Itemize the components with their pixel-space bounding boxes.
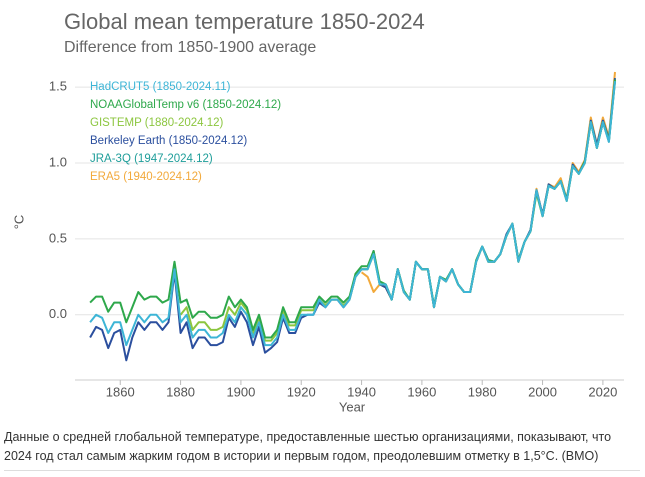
x-tick-label: 1960 <box>407 384 436 399</box>
series-line <box>361 71 616 309</box>
y-axis-label: °C <box>11 215 26 230</box>
legend-entry: ERA5 (1940-2024.12) <box>90 171 202 183</box>
x-tick-label: 1980 <box>468 384 497 399</box>
y-tick-label: 0.0 <box>49 306 67 321</box>
x-tick-label: 1940 <box>347 384 376 399</box>
legend-entry: Berkeley Earth (1850-2024.12) <box>90 135 247 147</box>
y-tick-label: 1.0 <box>49 154 67 169</box>
x-tick-label: 2000 <box>528 384 557 399</box>
series-line <box>179 79 616 342</box>
chart-subtitle: Difference from 1850-1900 average <box>64 39 316 56</box>
series-line <box>89 81 616 347</box>
chart-title: Global mean temperature 1850-2024 <box>64 9 425 34</box>
y-tick-label: 0.5 <box>49 230 67 245</box>
legend-entry: HadCRUT5 (1850-2024.11) <box>90 81 231 93</box>
x-tick-label: 1880 <box>166 384 195 399</box>
series-line <box>384 81 616 309</box>
legend-entry: JRA-3Q (1947-2024.12) <box>90 153 213 165</box>
caption: Данные о средней глобальной температуре,… <box>4 428 640 471</box>
x-tick-label: 1920 <box>287 384 316 399</box>
x-tick-label: 1900 <box>226 384 255 399</box>
x-tick-label: 1860 <box>106 384 135 399</box>
y-tick-label: 1.5 <box>49 79 67 94</box>
x-axis-label: Year <box>339 399 366 414</box>
chart: Global mean temperature 1850-2024 Differ… <box>11 9 624 414</box>
x-tick-label: 2020 <box>588 384 617 399</box>
legend-entry: NOAAGlobalTemp v6 (1850-2024.12) <box>90 99 281 111</box>
legend-entry: GISTEMP (1880-2024.12) <box>90 117 224 129</box>
